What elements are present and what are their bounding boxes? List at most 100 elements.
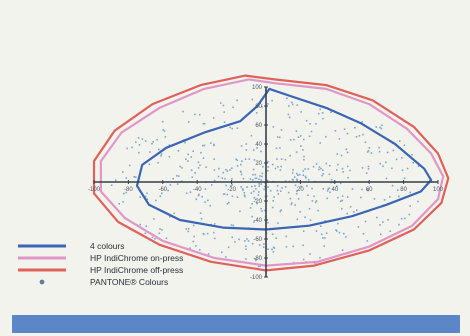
pantone-point <box>160 155 162 157</box>
pantone-point <box>397 189 399 191</box>
pantone-point <box>382 221 384 223</box>
pantone-point <box>316 230 318 232</box>
pantone-point <box>155 200 157 202</box>
pantone-point <box>379 151 381 153</box>
pantone-point <box>337 164 339 166</box>
pantone-point <box>325 136 327 138</box>
pantone-point <box>245 158 247 160</box>
y-tick-label: -80 <box>253 256 262 262</box>
pantone-point <box>272 200 274 202</box>
pantone-point <box>289 155 291 157</box>
series-line-2 <box>94 76 448 271</box>
pantone-point <box>193 236 195 238</box>
pantone-point <box>273 126 275 128</box>
pantone-point <box>376 126 378 128</box>
pantone-point <box>320 225 322 227</box>
pantone-point <box>162 121 164 123</box>
pantone-point <box>244 196 246 198</box>
pantone-point <box>267 170 269 172</box>
pantone-point <box>190 191 192 193</box>
pantone-point <box>241 174 243 176</box>
pantone-point <box>166 238 168 240</box>
pantone-point <box>352 188 354 190</box>
pantone-point <box>367 240 369 242</box>
pantone-point <box>151 143 153 145</box>
pantone-point <box>225 169 227 171</box>
pantone-point <box>398 224 400 226</box>
pantone-point <box>246 186 248 188</box>
pantone-point <box>209 205 211 207</box>
pantone-point <box>267 161 269 163</box>
pantone-point <box>263 243 265 245</box>
pantone-point <box>359 135 361 137</box>
pantone-point <box>323 245 325 247</box>
pantone-point <box>251 135 253 137</box>
pantone-point <box>293 139 295 141</box>
pantone-point <box>164 130 166 132</box>
pantone-point <box>261 176 263 178</box>
pantone-point <box>291 204 293 206</box>
pantone-point <box>270 190 272 192</box>
pantone-point <box>342 195 344 197</box>
pantone-point <box>161 153 163 155</box>
pantone-point <box>258 194 260 196</box>
pantone-point <box>292 172 294 174</box>
pantone-point <box>157 162 159 164</box>
pantone-point <box>185 158 187 160</box>
pantone-point <box>273 247 275 249</box>
pantone-point <box>349 170 351 172</box>
pantone-point <box>240 186 242 188</box>
pantone-point <box>303 159 305 161</box>
pantone-point <box>201 196 203 198</box>
pantone-point <box>344 128 346 130</box>
pantone-point <box>170 184 172 186</box>
pantone-point <box>303 170 305 172</box>
pantone-point <box>280 209 282 211</box>
pantone-point <box>322 118 324 120</box>
pantone-point <box>177 183 179 185</box>
pantone-point <box>133 176 135 178</box>
pantone-point <box>318 113 320 115</box>
pantone-point <box>240 164 242 166</box>
pantone-point <box>353 211 355 213</box>
pantone-point <box>229 169 231 171</box>
pantone-point <box>223 111 225 113</box>
pantone-point <box>292 179 294 181</box>
pantone-point <box>142 138 144 140</box>
pantone-point <box>316 163 318 165</box>
pantone-point <box>118 203 120 205</box>
pantone-point <box>253 149 255 151</box>
pantone-point <box>246 149 248 151</box>
pantone-point <box>255 174 257 176</box>
pantone-point <box>267 222 269 224</box>
pantone-point <box>262 166 264 168</box>
pantone-point <box>398 196 400 198</box>
pantone-point <box>273 251 275 253</box>
pantone-point <box>246 238 248 240</box>
pantone-point <box>195 245 197 247</box>
pantone-point <box>258 266 260 268</box>
pantone-point <box>252 99 254 101</box>
pantone-point <box>401 218 403 220</box>
pantone-point <box>296 178 298 180</box>
pantone-point <box>280 166 282 168</box>
pantone-point <box>304 168 306 170</box>
pantone-point <box>385 162 387 164</box>
pantone-point <box>202 145 204 147</box>
pantone-point <box>381 128 383 130</box>
pantone-point <box>305 176 307 178</box>
pantone-point <box>327 190 329 192</box>
pantone-point <box>280 211 282 213</box>
pantone-point <box>146 193 148 195</box>
pantone-point <box>268 166 270 168</box>
pantone-point <box>358 226 360 228</box>
pantone-point <box>271 249 273 251</box>
pantone-point <box>149 151 151 153</box>
pantone-point <box>249 158 251 160</box>
pantone-point <box>350 206 352 208</box>
pantone-point <box>256 112 258 114</box>
pantone-point <box>285 186 287 188</box>
y-tick-label: -100 <box>250 275 263 281</box>
x-tick-label: -100 <box>88 187 101 193</box>
pantone-point <box>200 212 202 214</box>
